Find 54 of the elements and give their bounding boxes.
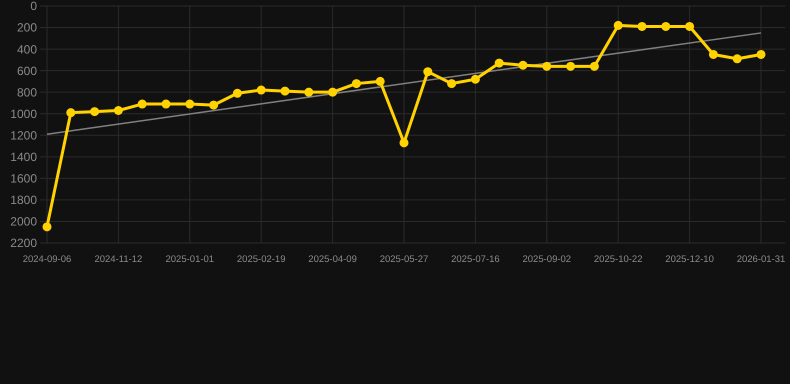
point xyxy=(114,106,123,115)
y-tick-label: 200 xyxy=(16,20,38,35)
y-tick-label: 1400 xyxy=(10,150,38,164)
point xyxy=(162,100,170,109)
x-tick-label: 2025-09-02 xyxy=(522,254,572,265)
point xyxy=(328,88,338,97)
x-tick-label: 2025-07-16 xyxy=(451,254,500,265)
point xyxy=(209,100,218,110)
x-tick-label: 2026-01-31 xyxy=(736,254,786,265)
point xyxy=(256,86,266,95)
y-tick-label: 0 xyxy=(30,0,38,14)
point xyxy=(304,88,314,97)
x-tick-label: 2025-12-10 xyxy=(665,254,714,265)
point xyxy=(280,86,290,96)
point xyxy=(447,79,456,88)
point xyxy=(352,79,361,88)
y-tick-label: 2200 xyxy=(10,236,38,250)
point xyxy=(494,58,504,68)
point xyxy=(185,100,194,109)
y-tick-label: 400 xyxy=(16,42,38,56)
y-tick-label: 2000 xyxy=(10,214,38,229)
y-tick-label: 1800 xyxy=(10,193,38,208)
point xyxy=(732,54,742,64)
point xyxy=(708,50,718,59)
point xyxy=(685,22,694,31)
point xyxy=(90,107,100,116)
point xyxy=(566,62,576,71)
point xyxy=(638,22,646,31)
point xyxy=(376,76,385,86)
y-tick-label: 1000 xyxy=(10,106,38,121)
point xyxy=(518,60,528,70)
x-tick-label: 2025-02-19 xyxy=(236,254,286,265)
y-tick-label: 800 xyxy=(16,85,38,100)
point xyxy=(756,50,766,59)
y-tick-label: 600 xyxy=(16,64,38,78)
point xyxy=(542,62,552,71)
x-tick-label: 2025-05-27 xyxy=(380,254,428,265)
point xyxy=(590,62,599,71)
point xyxy=(138,100,147,109)
x-tick-label: 2025-10-22 xyxy=(594,254,643,265)
x-tick-label: 2024-11-12 xyxy=(94,254,142,265)
point xyxy=(614,20,623,30)
point xyxy=(400,138,408,148)
x-tick-label: 2024-09-06 xyxy=(22,254,72,265)
y-tick-label: 1600 xyxy=(10,172,38,186)
point xyxy=(661,22,670,31)
point xyxy=(66,108,76,118)
x-tick-label: 2025-01-01 xyxy=(165,254,214,265)
point xyxy=(232,88,242,98)
x-tick-label: 2025-04-09 xyxy=(308,254,357,265)
point xyxy=(470,74,480,84)
y-tick-label: 1200 xyxy=(10,128,38,142)
point xyxy=(423,67,432,76)
point xyxy=(42,222,52,232)
